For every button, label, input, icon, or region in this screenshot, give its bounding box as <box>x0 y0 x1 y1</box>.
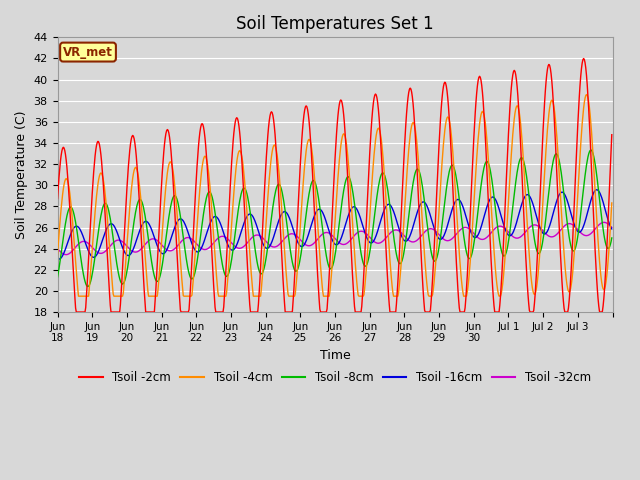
Tsoil -2cm <box>249 309 257 315</box>
Tsoil -2cm <box>580 56 588 61</box>
Tsoil -32cm <box>269 244 277 250</box>
Tsoil -32cm <box>120 240 127 245</box>
Tsoil -16cm <box>221 235 229 240</box>
Tsoil -4cm <box>249 287 257 293</box>
Legend: Tsoil -2cm, Tsoil -4cm, Tsoil -8cm, Tsoil -16cm, Tsoil -32cm: Tsoil -2cm, Tsoil -4cm, Tsoil -8cm, Tsoi… <box>74 366 595 388</box>
Tsoil -8cm <box>249 228 257 234</box>
Tsoil -16cm <box>269 234 277 240</box>
Tsoil -16cm <box>55 256 63 262</box>
Tsoil -32cm <box>600 219 607 225</box>
Tsoil -4cm <box>54 251 61 257</box>
Tsoil -2cm <box>424 309 431 315</box>
Tsoil -4cm <box>269 143 277 149</box>
Tsoil -2cm <box>608 132 616 138</box>
Tsoil -16cm <box>54 256 61 262</box>
Tsoil -32cm <box>392 227 400 233</box>
Tsoil -2cm <box>120 252 127 258</box>
Tsoil -32cm <box>62 252 70 258</box>
Text: VR_met: VR_met <box>63 46 113 59</box>
Tsoil -16cm <box>593 187 600 192</box>
Tsoil -2cm <box>221 281 229 287</box>
Tsoil -8cm <box>221 272 229 278</box>
Tsoil -16cm <box>120 246 127 252</box>
Tsoil -2cm <box>54 196 61 202</box>
Tsoil -8cm <box>84 284 92 289</box>
Line: Tsoil -4cm: Tsoil -4cm <box>58 95 612 296</box>
Tsoil -8cm <box>392 252 400 257</box>
Tsoil -4cm <box>608 200 616 206</box>
Tsoil -32cm <box>249 234 257 240</box>
Tsoil -8cm <box>54 274 61 280</box>
Line: Tsoil -32cm: Tsoil -32cm <box>58 222 612 255</box>
Tsoil -8cm <box>120 281 127 287</box>
Tsoil -4cm <box>392 293 400 299</box>
Tsoil -32cm <box>54 246 61 252</box>
Line: Tsoil -8cm: Tsoil -8cm <box>58 150 612 287</box>
Y-axis label: Soil Temperature (C): Soil Temperature (C) <box>15 110 28 239</box>
Tsoil -4cm <box>75 293 83 299</box>
Tsoil -16cm <box>249 213 257 219</box>
Tsoil -16cm <box>608 226 616 232</box>
Title: Soil Temperatures Set 1: Soil Temperatures Set 1 <box>236 15 434 33</box>
Tsoil -8cm <box>424 224 431 230</box>
Tsoil -4cm <box>120 290 127 296</box>
Tsoil -16cm <box>392 217 400 223</box>
Tsoil -2cm <box>72 309 80 315</box>
Tsoil -16cm <box>424 204 431 210</box>
Line: Tsoil -2cm: Tsoil -2cm <box>58 59 612 312</box>
Tsoil -8cm <box>269 199 277 205</box>
Tsoil -2cm <box>269 117 277 123</box>
Tsoil -2cm <box>392 301 400 307</box>
Tsoil -32cm <box>424 227 431 232</box>
X-axis label: Time: Time <box>319 349 350 362</box>
Tsoil -32cm <box>608 225 616 230</box>
Tsoil -4cm <box>582 92 590 97</box>
Tsoil -32cm <box>221 234 229 240</box>
Tsoil -8cm <box>608 235 616 241</box>
Tsoil -8cm <box>587 147 595 153</box>
Line: Tsoil -16cm: Tsoil -16cm <box>58 190 612 259</box>
Tsoil -4cm <box>424 287 431 293</box>
Tsoil -4cm <box>221 293 229 299</box>
